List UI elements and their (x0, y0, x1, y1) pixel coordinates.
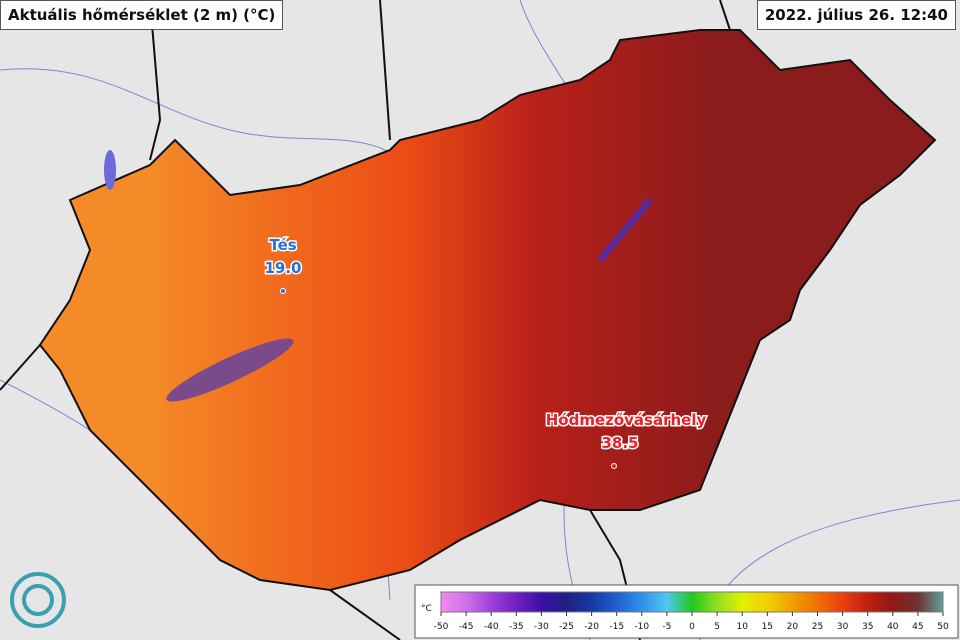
lake-balaton (166, 338, 294, 402)
colorbar-tick-label: -5 (662, 622, 671, 632)
colorbar (440, 591, 944, 613)
country-temperature-field (38, 29, 937, 592)
colorbar-tick-label: -30 (534, 622, 549, 632)
colorbar-tick-label: -25 (559, 622, 574, 632)
station-dot (611, 463, 617, 469)
colorbar-tick-label: -20 (584, 622, 599, 632)
colorbar-tick-label: -50 (434, 622, 449, 632)
colorbar-tick-label: 35 (862, 622, 873, 632)
colorbar-tick-label: 15 (762, 622, 773, 632)
timestamp: 2022. július 26. 12:40 (756, 0, 956, 30)
colorbar-tick-label: 20 (787, 622, 799, 632)
colorbar-tick-label: 50 (937, 622, 949, 632)
colorbar-tick-label: 45 (912, 622, 923, 632)
logo (10, 572, 66, 628)
station-value: 38.5 (601, 434, 638, 452)
station-dot (280, 288, 286, 294)
colorbar-tick-label: 30 (837, 622, 849, 632)
colorbar-tick-label: -45 (459, 622, 474, 632)
map-title: Aktuális hőmérséklet (2 m) (°C) (0, 0, 284, 30)
colorbar-tick-label: 40 (887, 622, 899, 632)
colorbar-tick-label: -40 (484, 622, 499, 632)
legend-unit: °C (421, 604, 432, 614)
lake-tisza (597, 197, 653, 263)
colorbar-tick-label: -15 (609, 622, 624, 632)
colorbar-tick-label: -35 (509, 622, 524, 632)
lake-neusiedl (104, 150, 116, 190)
station-name: Tés (269, 236, 296, 254)
colorbar-ticks: -50 -45 -40 -35 -30 -25 -20 -15 -10 -5 0 5 10 15 20 25 3… (434, 612, 949, 632)
station-name: Hódmezővásárhely (546, 411, 707, 429)
stations: Tés 19.0 Hódmezővásárhely 38.5 (263, 235, 708, 469)
colorbar-tick-label: 5 (714, 622, 720, 632)
station-value: 19.0 (264, 259, 301, 277)
colorbar-tick-label: -10 (634, 622, 649, 632)
colorbar-tick-label: 25 (812, 622, 823, 632)
colorbar-tick-label: 0 (689, 622, 695, 632)
colorbar-tick-label: 10 (736, 622, 748, 632)
